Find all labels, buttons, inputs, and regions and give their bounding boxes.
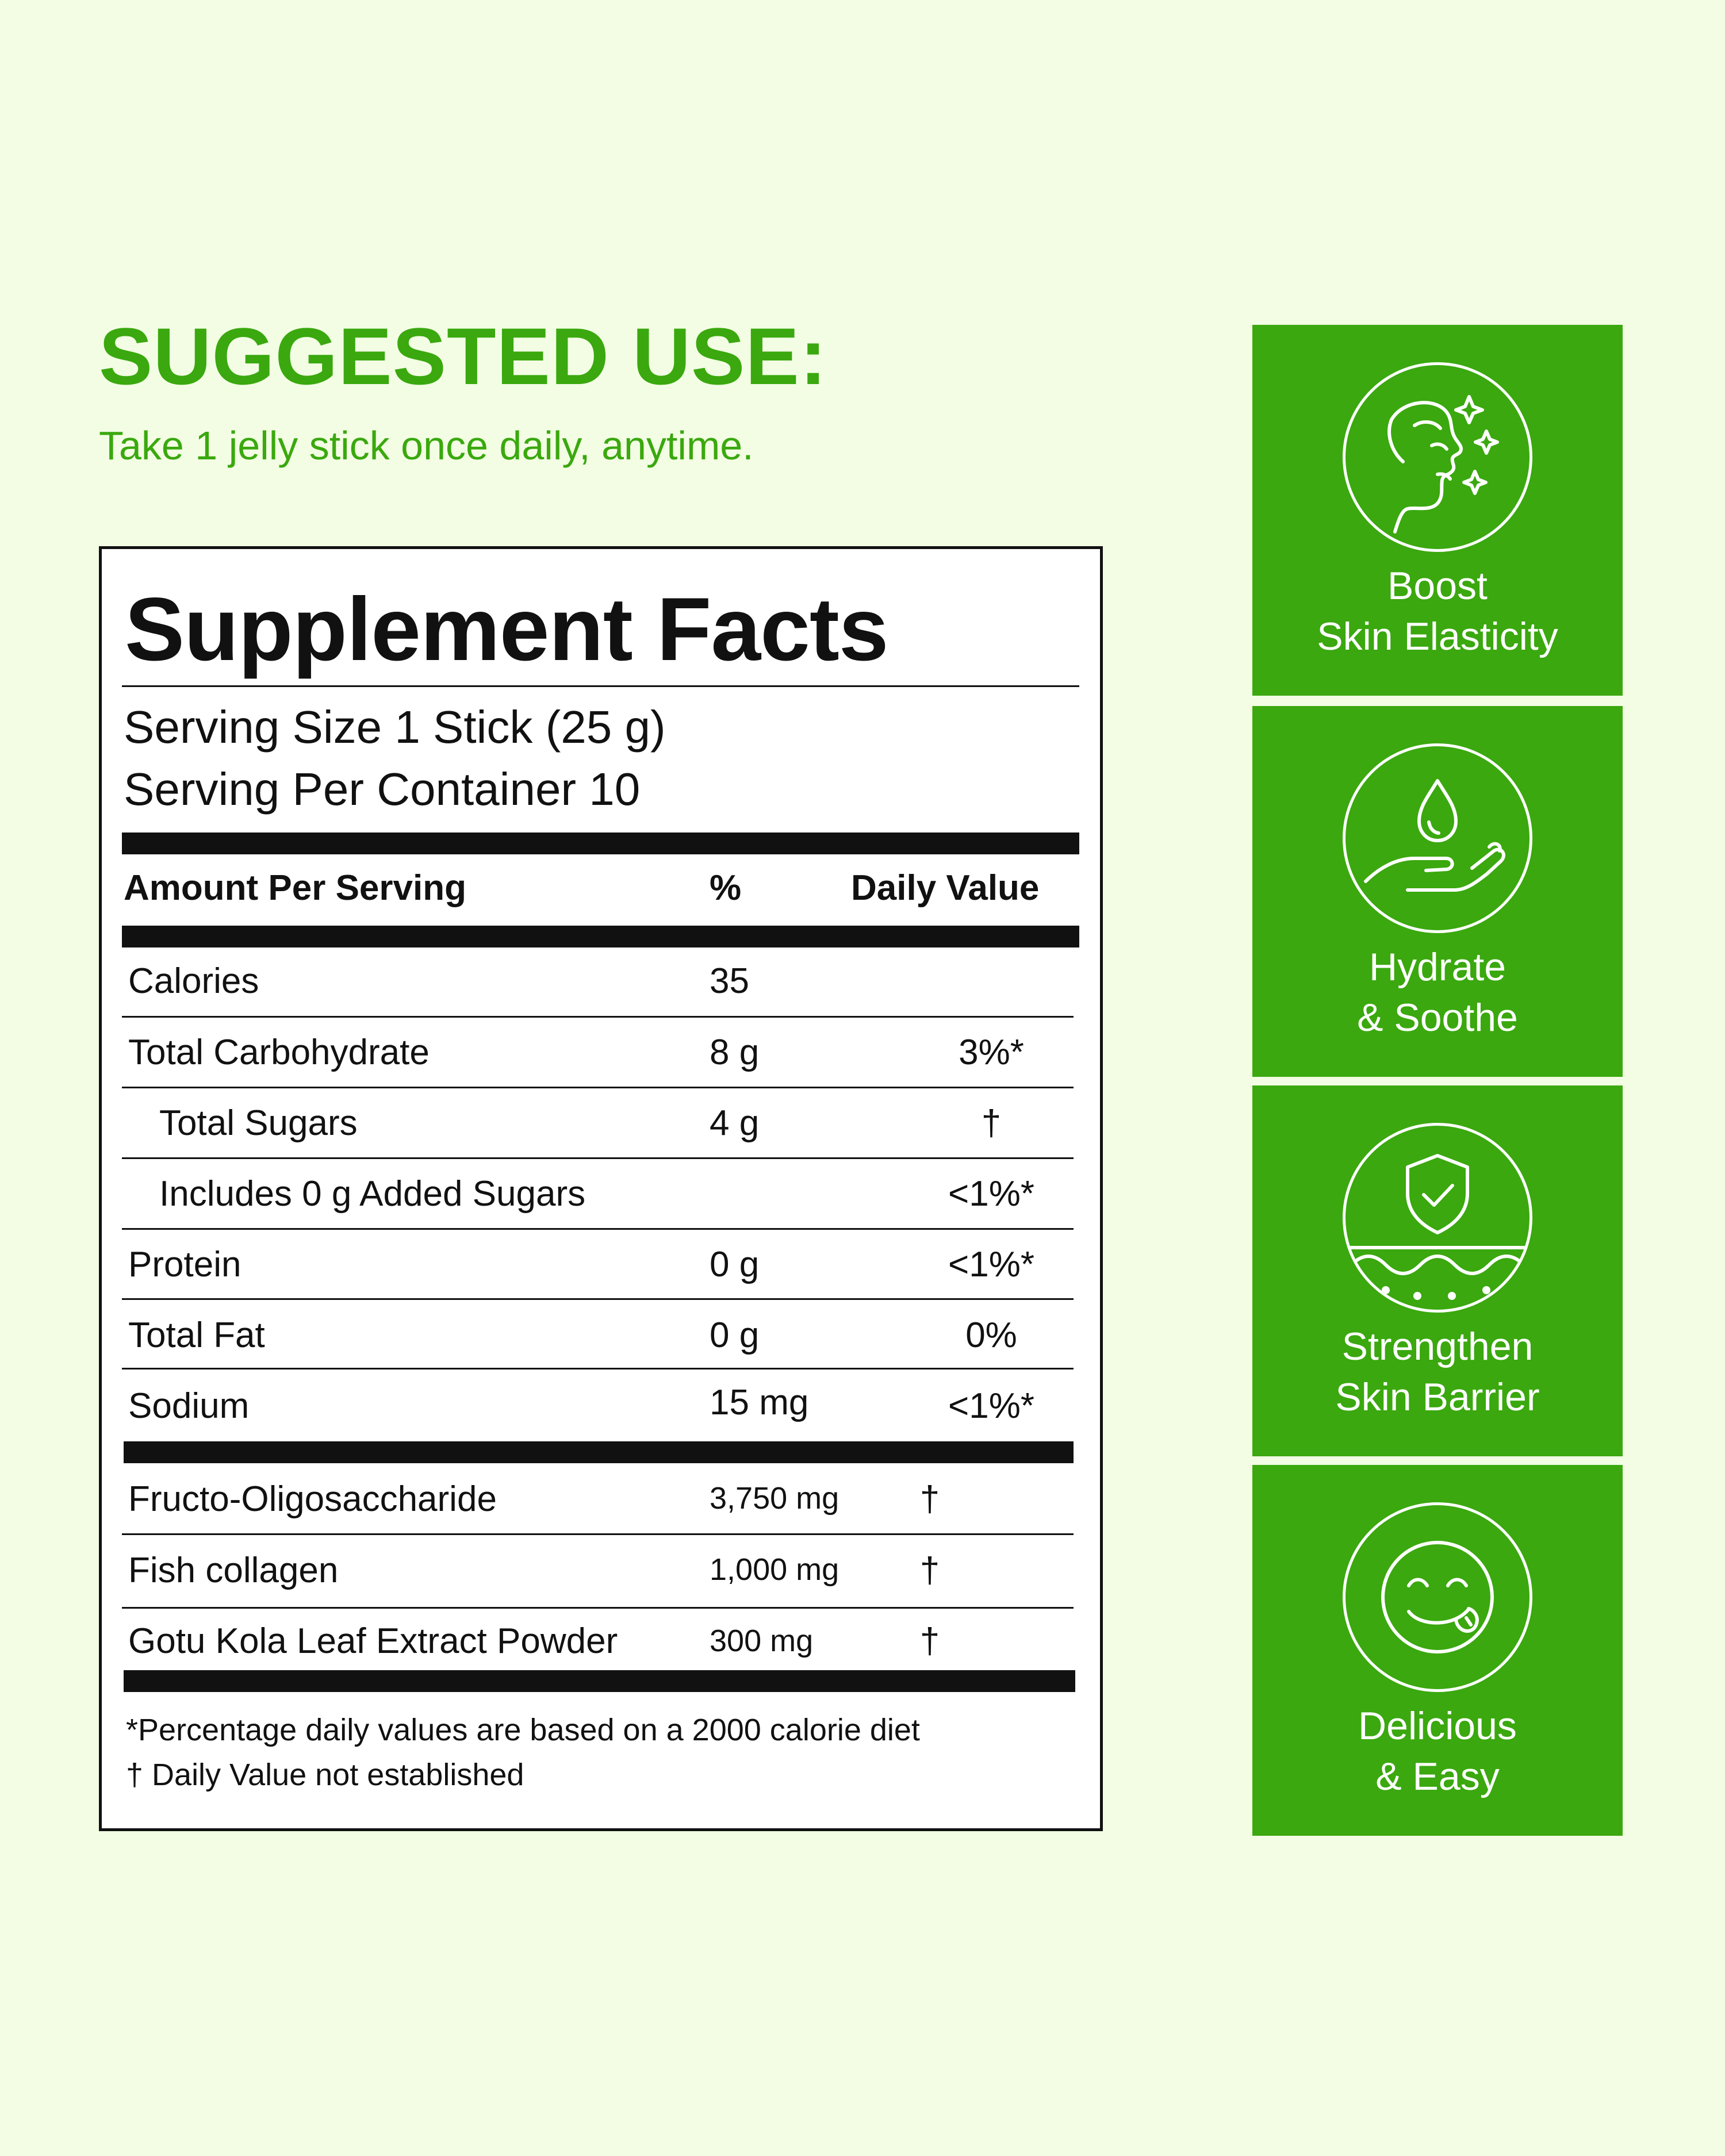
- nutrient-amount: 15 mg: [710, 1383, 809, 1422]
- ingredient-dv: †: [919, 1621, 940, 1661]
- benefit-line2: Skin Elasticity: [1317, 615, 1558, 658]
- benefit-label: Boost Skin Elasticity: [1252, 561, 1623, 662]
- nutrient-name: Sodium: [128, 1386, 250, 1426]
- nutrient-dv: <1%*: [948, 1245, 1034, 1284]
- ingredient-amount: 3,750 mg: [710, 1481, 839, 1516]
- divider: [122, 685, 1079, 687]
- nutrient-dv: <1%*: [948, 1174, 1034, 1214]
- benefit-card: Boost Skin Elasticity: [1252, 325, 1623, 696]
- benefit-line2: Skin Barrier: [1335, 1375, 1540, 1419]
- nutrient-dv: 3%*: [959, 1033, 1024, 1072]
- ingredient-name: Gotu Kola Leaf Extract Powder: [128, 1621, 618, 1661]
- header-amount: Amount Per Serving: [124, 868, 466, 908]
- row-divider: [122, 1016, 1074, 1018]
- nutrient-amount: 8 g: [710, 1033, 760, 1072]
- row-divider: [122, 1298, 1074, 1300]
- nutrient-amount: 35: [710, 961, 749, 1001]
- nutrient-name: Total Fat: [128, 1315, 265, 1355]
- nutrient-name: Includes 0 g Added Sugars: [159, 1174, 586, 1214]
- row-divider: [122, 1087, 1074, 1088]
- benefit-line2: & Easy: [1375, 1755, 1500, 1798]
- row-divider: [122, 1228, 1074, 1230]
- nutrient-dv: †: [981, 1103, 1002, 1143]
- nutrient-name: Total Sugars: [159, 1103, 358, 1143]
- nutrient-name: Protein: [128, 1245, 241, 1284]
- ingredient-amount: 1,000 mg: [710, 1552, 839, 1587]
- footnote-dagger: † Daily Value not established: [126, 1758, 524, 1792]
- benefit-label: Strengthen Skin Barrier: [1252, 1321, 1623, 1422]
- facts-title: Supplement Facts: [125, 580, 889, 680]
- ingredient-dv: †: [919, 1479, 940, 1519]
- row-divider: [122, 1533, 1074, 1535]
- thick-divider: [124, 1670, 1075, 1692]
- ingredient-name: Fish collagen: [128, 1551, 339, 1590]
- footnote-percentage: *Percentage daily values are based on a …: [126, 1713, 920, 1747]
- nutrient-name: Total Carbohydrate: [128, 1033, 430, 1072]
- supplement-facts-panel: Supplement Facts Serving Size 1 Stick (2…: [99, 546, 1103, 1831]
- benefit-line1: Boost: [1387, 564, 1488, 608]
- benefit-label: Delicious & Easy: [1252, 1701, 1623, 1802]
- benefit-line1: Delicious: [1358, 1704, 1517, 1748]
- benefit-line1: Hydrate: [1368, 945, 1506, 989]
- benefit-label: Hydrate & Soothe: [1252, 942, 1623, 1043]
- ingredient-amount: 300 mg: [710, 1624, 814, 1658]
- nutrient-name: Calories: [128, 961, 259, 1001]
- thick-divider: [124, 1441, 1074, 1463]
- nutrient-amount: 4 g: [710, 1103, 760, 1143]
- serving-size: Serving Size 1 Stick (25 g): [124, 701, 666, 753]
- face-sparkle-icon: [1343, 362, 1532, 552]
- servings-per-container: Serving Per Container 10: [124, 764, 641, 815]
- droplet-hand-icon: [1343, 743, 1532, 933]
- nutrient-amount: 0 g: [710, 1245, 760, 1284]
- row-divider: [122, 1368, 1074, 1369]
- nutrient-amount: 0 g: [710, 1315, 760, 1355]
- smiley-tongue-icon: [1343, 1502, 1532, 1692]
- ingredient-dv: †: [919, 1551, 940, 1590]
- benefit-line1: Strengthen: [1341, 1325, 1534, 1368]
- thick-divider: [122, 926, 1079, 947]
- nutrient-dv: <1%*: [948, 1386, 1034, 1426]
- header-percent: %: [710, 868, 742, 908]
- benefit-card: Strengthen Skin Barrier: [1252, 1085, 1623, 1456]
- suggested-use-text: Take 1 jelly stick once daily, anytime.: [99, 423, 754, 468]
- row-divider: [122, 1157, 1074, 1159]
- benefit-card: Delicious & Easy: [1252, 1465, 1623, 1836]
- benefit-line2: & Soothe: [1357, 996, 1518, 1039]
- thick-divider: [122, 833, 1079, 854]
- nutrient-dv: 0%: [965, 1315, 1017, 1355]
- ingredient-name: Fructo-Oligosaccharide: [128, 1479, 497, 1519]
- suggested-use-title: SUGGESTED USE:: [99, 311, 827, 401]
- header-daily-value: Daily Value: [851, 868, 1040, 908]
- row-divider: [122, 1607, 1074, 1609]
- benefit-card: Hydrate & Soothe: [1252, 706, 1623, 1077]
- shield-check-icon: [1343, 1123, 1532, 1313]
